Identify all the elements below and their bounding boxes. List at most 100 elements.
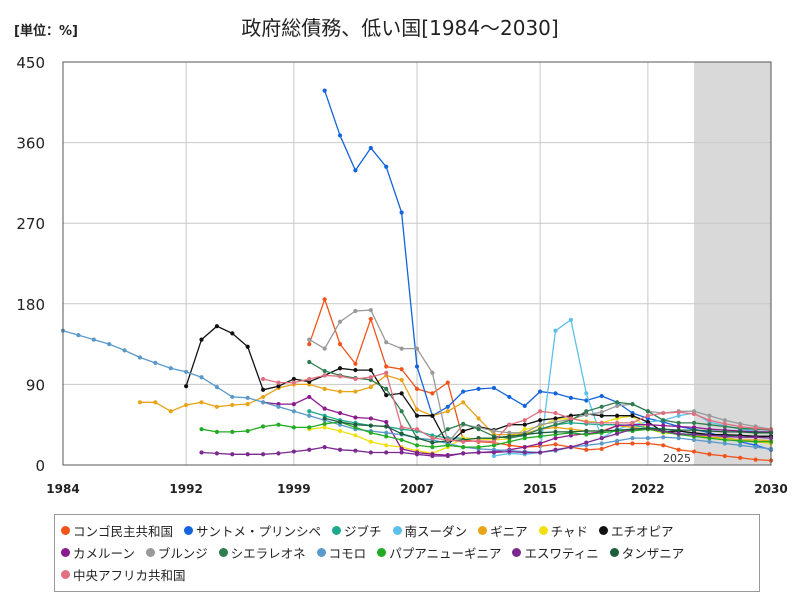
legend-marker <box>316 547 326 557</box>
data-point <box>368 307 373 313</box>
legend-label: シエラレオネ <box>230 545 306 561</box>
data-point <box>368 367 373 373</box>
data-point <box>538 430 543 435</box>
data-point <box>553 391 558 396</box>
data-point <box>260 424 266 429</box>
unit-label: [単位：%] <box>14 24 78 39</box>
data-point <box>307 359 312 365</box>
data-point <box>445 380 450 385</box>
data-point <box>738 438 743 443</box>
data-point <box>214 324 220 329</box>
x-tick-label: 1992 <box>169 482 202 496</box>
data-point <box>384 424 389 429</box>
data-point <box>614 438 620 443</box>
data-point <box>645 422 650 427</box>
data-point <box>245 395 250 400</box>
data-point <box>368 375 373 380</box>
data-point <box>322 406 327 411</box>
data-point <box>322 386 327 391</box>
data-point <box>522 422 527 427</box>
data-point <box>522 436 527 441</box>
data-point <box>722 441 727 446</box>
data-point <box>245 344 250 349</box>
legend-label: エスワティニ <box>524 545 599 561</box>
data-point <box>214 451 220 456</box>
data-point <box>353 308 358 314</box>
legend-label: サントメ・プリンシペ <box>196 523 322 539</box>
data-point <box>384 164 389 169</box>
data-point <box>399 377 404 383</box>
legend-marker <box>538 525 548 535</box>
data-point <box>599 441 604 446</box>
data-point <box>76 333 81 338</box>
data-point <box>507 422 512 427</box>
data-point <box>199 375 204 380</box>
data-point <box>184 384 189 389</box>
data-point <box>661 443 666 448</box>
data-point <box>399 425 404 430</box>
data-point <box>384 364 389 369</box>
data-point <box>522 450 527 455</box>
data-point <box>553 416 558 421</box>
data-point <box>260 400 266 405</box>
data-point <box>414 364 420 369</box>
data-point <box>507 449 512 454</box>
data-point <box>337 342 343 347</box>
legend-marker <box>184 525 194 535</box>
data-point <box>476 386 481 391</box>
data-point <box>322 425 327 430</box>
data-point <box>630 436 635 441</box>
data-point <box>584 428 589 434</box>
legend-label: ジブチ <box>344 523 382 539</box>
data-point <box>430 370 435 375</box>
data-point <box>384 370 389 375</box>
legend-marker <box>61 547 70 557</box>
legend-label: ブルンジ <box>157 545 208 561</box>
data-point <box>722 434 727 439</box>
data-point <box>322 346 327 351</box>
data-point <box>722 418 727 423</box>
legend-item: エスワティニ <box>512 541 599 563</box>
data-point <box>753 435 758 440</box>
data-point <box>384 443 389 448</box>
data-point <box>307 413 312 418</box>
data-point <box>538 418 543 423</box>
data-point <box>230 394 235 400</box>
data-point <box>461 439 466 444</box>
data-point <box>353 433 358 438</box>
data-point <box>399 367 404 372</box>
data-point <box>568 444 574 450</box>
legend-item: タンザニア <box>609 541 684 563</box>
data-point <box>414 443 420 448</box>
data-point <box>414 413 420 418</box>
data-point <box>538 427 543 432</box>
data-point <box>584 440 589 445</box>
data-point <box>368 145 373 151</box>
data-point <box>661 423 666 428</box>
legend-marker <box>332 525 342 535</box>
legend-item: カメルーン <box>61 541 135 563</box>
data-point <box>430 436 435 441</box>
data-point <box>614 413 620 418</box>
data-point <box>184 402 189 408</box>
data-point <box>399 437 404 443</box>
x-tick-label: 2015 <box>523 482 556 496</box>
data-point <box>661 410 666 416</box>
data-point <box>445 437 450 443</box>
legend-item: チャド <box>538 519 588 541</box>
data-point <box>476 444 481 450</box>
data-point <box>214 404 220 409</box>
data-point <box>507 430 512 435</box>
data-point <box>260 376 266 382</box>
data-point <box>707 418 712 423</box>
data-point <box>137 400 143 405</box>
data-point <box>568 395 574 400</box>
data-point <box>291 376 296 382</box>
data-point <box>368 430 373 435</box>
legend-marker <box>478 525 488 535</box>
data-point <box>676 413 681 418</box>
data-point <box>491 439 497 444</box>
data-point <box>245 428 250 434</box>
legend-label: パプアニューギニア <box>389 545 502 561</box>
data-point <box>738 424 743 429</box>
